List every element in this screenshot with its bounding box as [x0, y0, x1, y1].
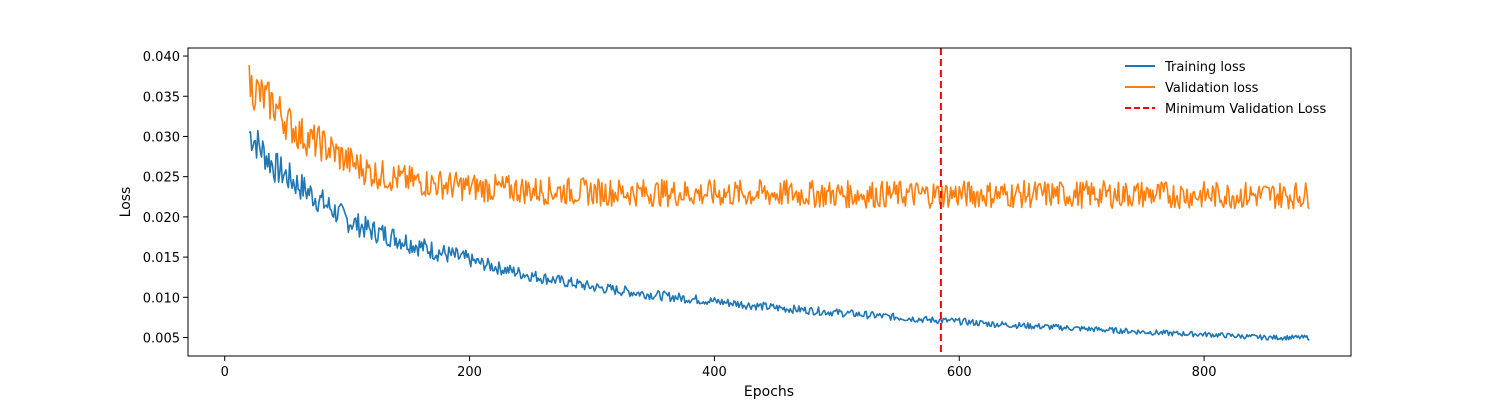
y-tick-label: 0.030 [143, 130, 180, 145]
y-axis-label: Loss [118, 187, 134, 218]
y-tick-label: 0.015 [143, 251, 180, 266]
plot-area [248, 48, 1310, 356]
x-tick-label: 800 [1192, 365, 1217, 380]
legend-label-min-val-loss: Minimum Validation Loss [1165, 102, 1326, 117]
y-tick-label: 0.005 [143, 332, 180, 347]
legend-label-validation-loss: Validation loss [1165, 81, 1259, 96]
y-tick-label: 0.020 [143, 211, 180, 226]
x-tick-label: 400 [702, 365, 727, 380]
x-tick-label: 0 [221, 365, 229, 380]
legend: Training loss Validation loss Minimum Va… [1125, 60, 1326, 117]
x-axis-label: Epochs [744, 384, 794, 400]
y-tick-label: 0.010 [143, 291, 180, 306]
series-line-training-loss [248, 129, 1310, 341]
y-tick-label: 0.040 [143, 50, 180, 65]
legend-label-training-loss: Training loss [1164, 60, 1246, 75]
y-tick-label: 0.035 [143, 90, 180, 105]
plot-frame [187, 47, 1352, 357]
x-tick-label: 600 [947, 365, 972, 380]
y-axis-ticks: 0.005 0.010 0.015 0.020 0.025 0.030 0.035 0.040 [143, 50, 188, 347]
x-axis-ticks: 0 200 400 600 800 [221, 356, 1217, 380]
x-tick-label: 200 [457, 365, 482, 380]
y-tick-label: 0.025 [143, 171, 180, 186]
series-line-validation-loss [248, 64, 1310, 210]
